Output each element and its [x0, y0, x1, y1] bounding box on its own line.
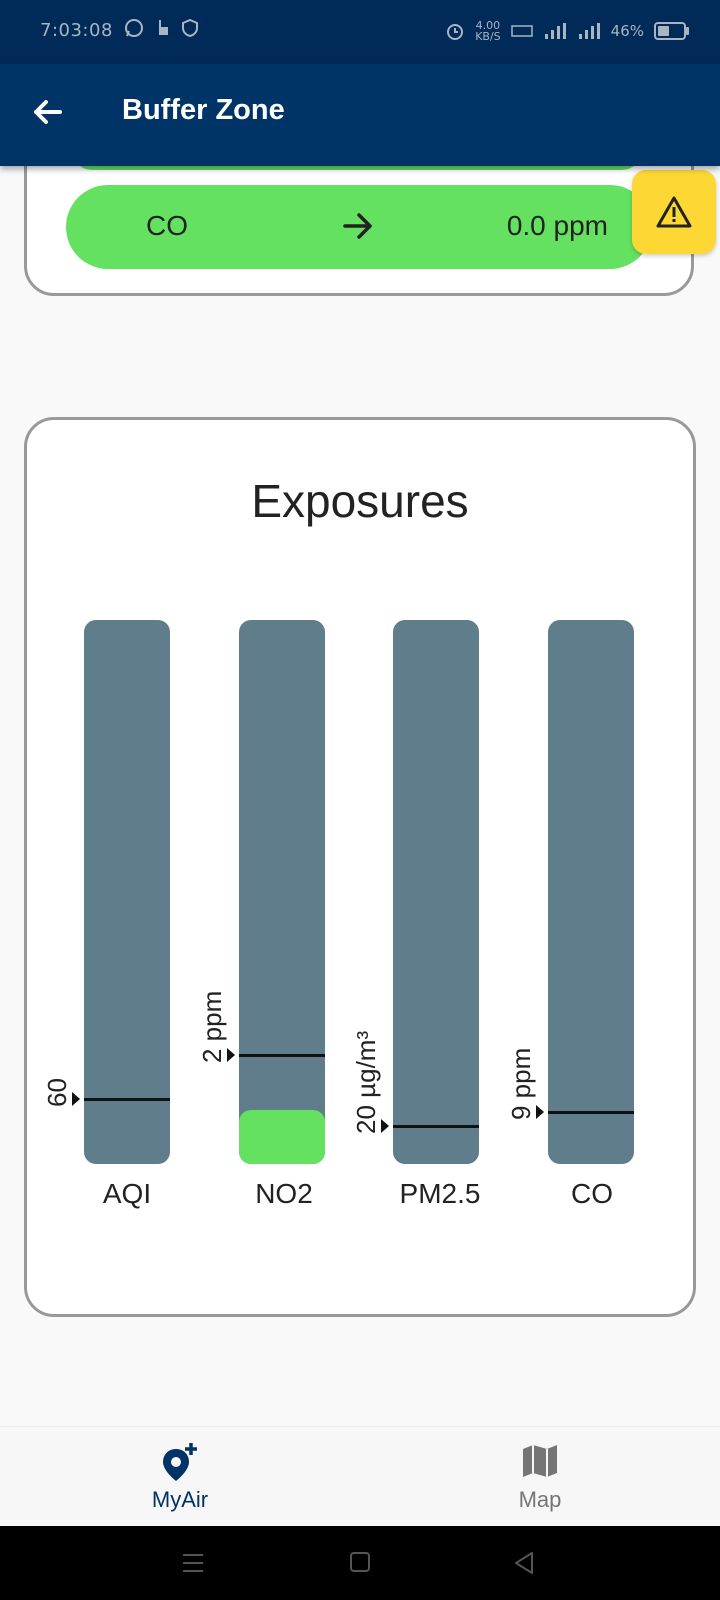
notification-icons — [124, 18, 200, 38]
threshold-marker — [227, 1048, 235, 1062]
threshold-label: 20 µg/m³ — [351, 1030, 381, 1134]
threshold-label: 9 ppm — [506, 1047, 536, 1120]
map-icon — [523, 1445, 557, 1477]
system-navigation-bar — [0, 1526, 720, 1600]
home-icon[interactable] — [348, 1550, 372, 1574]
back-icon[interactable] — [512, 1550, 536, 1576]
whatsapp-icon — [125, 19, 143, 37]
exposure-bar-aqi: 60 — [42, 620, 170, 1164]
arrow-left-icon[interactable] — [28, 92, 68, 132]
bottom-navigation: MyAir Map — [0, 1426, 720, 1527]
system-status-icons: 4.00 KB/S 46% — [445, 19, 689, 43]
exposure-bar-pm25: 20 µg/m³ — [351, 620, 479, 1164]
threshold-marker — [381, 1119, 389, 1133]
alarm-icon — [447, 24, 464, 40]
threshold-line — [239, 1054, 325, 1057]
bar-track — [393, 620, 479, 1164]
exposure-bar-co: 9 ppm — [506, 620, 634, 1164]
bar-track — [548, 620, 634, 1164]
threshold-marker — [536, 1105, 544, 1119]
threshold-line — [393, 1125, 479, 1128]
bar-track — [239, 620, 325, 1164]
nav-map[interactable]: Map — [440, 1427, 640, 1527]
menu-icon[interactable] — [180, 1550, 206, 1576]
bar-name-co: CO — [571, 1178, 613, 1209]
app-bar: Buffer Zone — [0, 64, 720, 166]
bar-name-no2: NO2 — [255, 1178, 313, 1209]
exposures-title: Exposures — [251, 475, 469, 527]
touch-icon — [159, 20, 168, 35]
bar-track — [84, 620, 170, 1164]
bar-name-aqi: AQI — [102, 1178, 152, 1209]
bar-name-pm25: PM2.5 — [399, 1178, 481, 1209]
threshold-label: 2 ppm — [197, 990, 227, 1063]
battery-icon — [654, 22, 689, 40]
exposure-bar-no2: 2 ppm — [197, 620, 325, 1164]
add-location-icon — [163, 1443, 197, 1481]
threshold-line — [84, 1098, 170, 1101]
bar-fill — [239, 1110, 325, 1164]
pollutant-row[interactable]: CO 0.0 ppm — [66, 185, 652, 269]
threshold-label: 60 — [42, 1078, 72, 1107]
nav-myair[interactable]: MyAir — [80, 1427, 280, 1527]
threshold-marker — [72, 1092, 80, 1106]
threshold-line — [548, 1111, 634, 1114]
pollutant-name: CO — [146, 210, 188, 241]
warning-button[interactable] — [632, 170, 716, 254]
status-time: 7:03:08 — [40, 20, 113, 41]
battery-level — [658, 26, 669, 36]
arrow-right-icon — [343, 213, 372, 239]
pollutant-value: 0.0 ppm — [506, 210, 608, 241]
nav-label-map: Map — [518, 1487, 562, 1512]
battery-percent: 46% — [610, 22, 644, 40]
shield-icon — [182, 18, 198, 38]
page-title: Buffer Zone — [122, 94, 285, 126]
signal-4g-icon — [544, 23, 566, 39]
warning-icon — [656, 196, 692, 228]
net-speed: 4.00 KB/S — [475, 19, 501, 43]
signal-icon — [578, 23, 600, 39]
status-bar: 7:03:08 4.00 KB/S 46% — [0, 0, 720, 64]
nav-label-myair: MyAir — [151, 1487, 209, 1512]
volte-icon — [510, 25, 533, 37]
